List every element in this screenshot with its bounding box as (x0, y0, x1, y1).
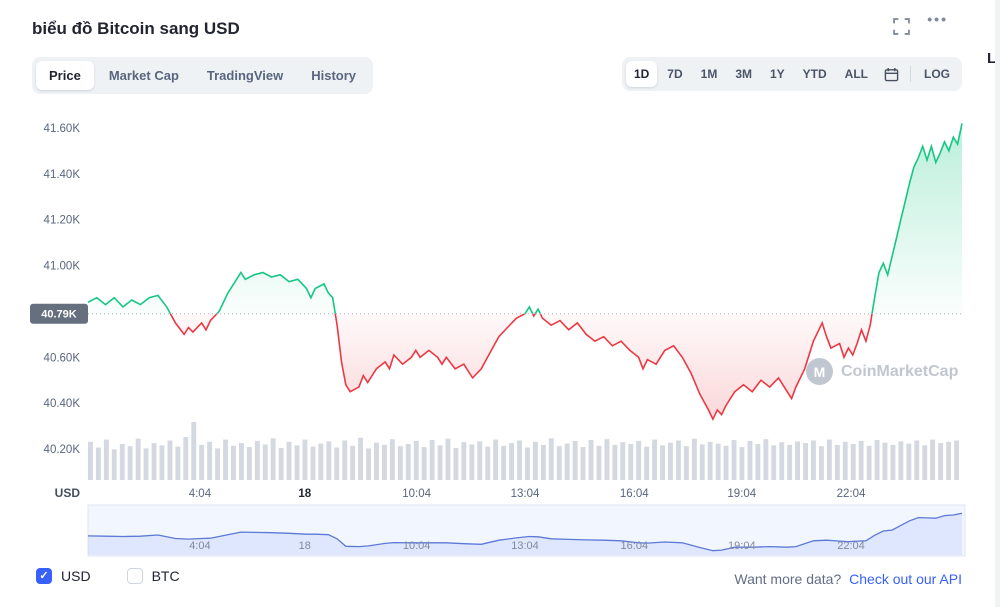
currency-toggle-usd[interactable]: USD (36, 568, 91, 584)
tab-tradingview[interactable]: TradingView (194, 61, 296, 90)
navigator-x-label: 10:04 (403, 540, 431, 552)
y-axis-label: 40.60K (44, 352, 81, 364)
calendar-icon-glyph (884, 67, 899, 81)
time-range-controls: 1D 7D 1M 3M 1Y YTD ALL LOG (621, 57, 962, 91)
more-options-icon[interactable]: ••• (921, 10, 954, 28)
x-axis-label: 13:04 (511, 488, 540, 500)
price-line-up (87, 123, 963, 314)
tab-price[interactable]: Price (36, 61, 94, 90)
x-axis-label: 16:04 (620, 488, 649, 500)
api-promo: Want more data? Check out our API (734, 571, 962, 587)
page-title: biểu đồ Bitcoin sang USD (32, 19, 240, 39)
navigator-background[interactable] (87, 504, 966, 557)
calendar-icon[interactable] (878, 63, 905, 86)
y-axis-label: 41.20K (44, 215, 81, 227)
navigator-x-label: 18 (299, 540, 311, 552)
navigator-x-label: 4:04 (189, 540, 210, 552)
fullscreen-icon-glyph (893, 18, 910, 35)
baseline-price-badge (30, 303, 88, 324)
currency-toggles: USD BTC (36, 568, 180, 584)
currency-label: USD (61, 568, 91, 584)
y-axis-label: 41.60K (44, 123, 81, 135)
navigator-x-label: 13:04 (511, 540, 539, 552)
toolbar-divider (910, 66, 911, 82)
scrollbar-track[interactable] (995, 0, 1000, 607)
navigator-area (88, 513, 962, 555)
x-axis-label: 18 (298, 488, 311, 500)
y-axis-label: 41.40K (44, 169, 81, 181)
period-1d[interactable]: 1D (625, 61, 658, 87)
area-above-baseline (88, 123, 962, 314)
x-axis-label: 10:04 (402, 488, 431, 500)
fullscreen-icon[interactable] (891, 16, 912, 40)
x-axis-label: 4:04 (189, 488, 212, 500)
clipped-edge-text: L (987, 50, 997, 67)
period-ytd[interactable]: YTD (795, 61, 835, 87)
y-axis-label: 40.20K (44, 444, 81, 456)
currency-label: BTC (151, 568, 180, 584)
currency-toggle-btc[interactable]: BTC (126, 568, 180, 584)
area-below-baseline (170, 313, 873, 420)
navigator-x-label: 16:04 (621, 540, 649, 552)
log-scale-button[interactable]: LOG (916, 61, 958, 87)
period-1y[interactable]: 1Y (762, 61, 793, 87)
period-1m[interactable]: 1M (693, 61, 726, 87)
y-axis-label: 41.00K (44, 261, 81, 273)
x-axis-label: 19:04 (727, 488, 756, 500)
navigator-x-label: 19:04 (728, 540, 756, 552)
period-3m[interactable]: 3M (727, 61, 760, 87)
baseline-price-label: 40.79K (41, 309, 77, 321)
checked-checkbox-icon[interactable] (36, 568, 52, 584)
period-7d[interactable]: 7D (659, 61, 690, 87)
navigator-x-label: 22:04 (837, 540, 865, 552)
chart-type-tabs: Price Market Cap TradingView History (32, 57, 374, 94)
tab-history[interactable]: History (298, 61, 369, 90)
volume-bars (88, 422, 959, 480)
y-axis-unit-label: USD (55, 486, 81, 500)
x-axis-label: 22:04 (837, 488, 866, 500)
unchecked-checkbox-icon[interactable] (126, 568, 143, 584)
navigator-line (87, 512, 963, 552)
api-promo-text: Want more data? (734, 571, 842, 587)
period-all[interactable]: ALL (837, 61, 876, 87)
api-link[interactable]: Check out our API (849, 571, 962, 587)
y-axis-label: 40.40K (44, 398, 81, 410)
tab-market-cap[interactable]: Market Cap (96, 61, 192, 90)
price-line-down (169, 313, 873, 422)
